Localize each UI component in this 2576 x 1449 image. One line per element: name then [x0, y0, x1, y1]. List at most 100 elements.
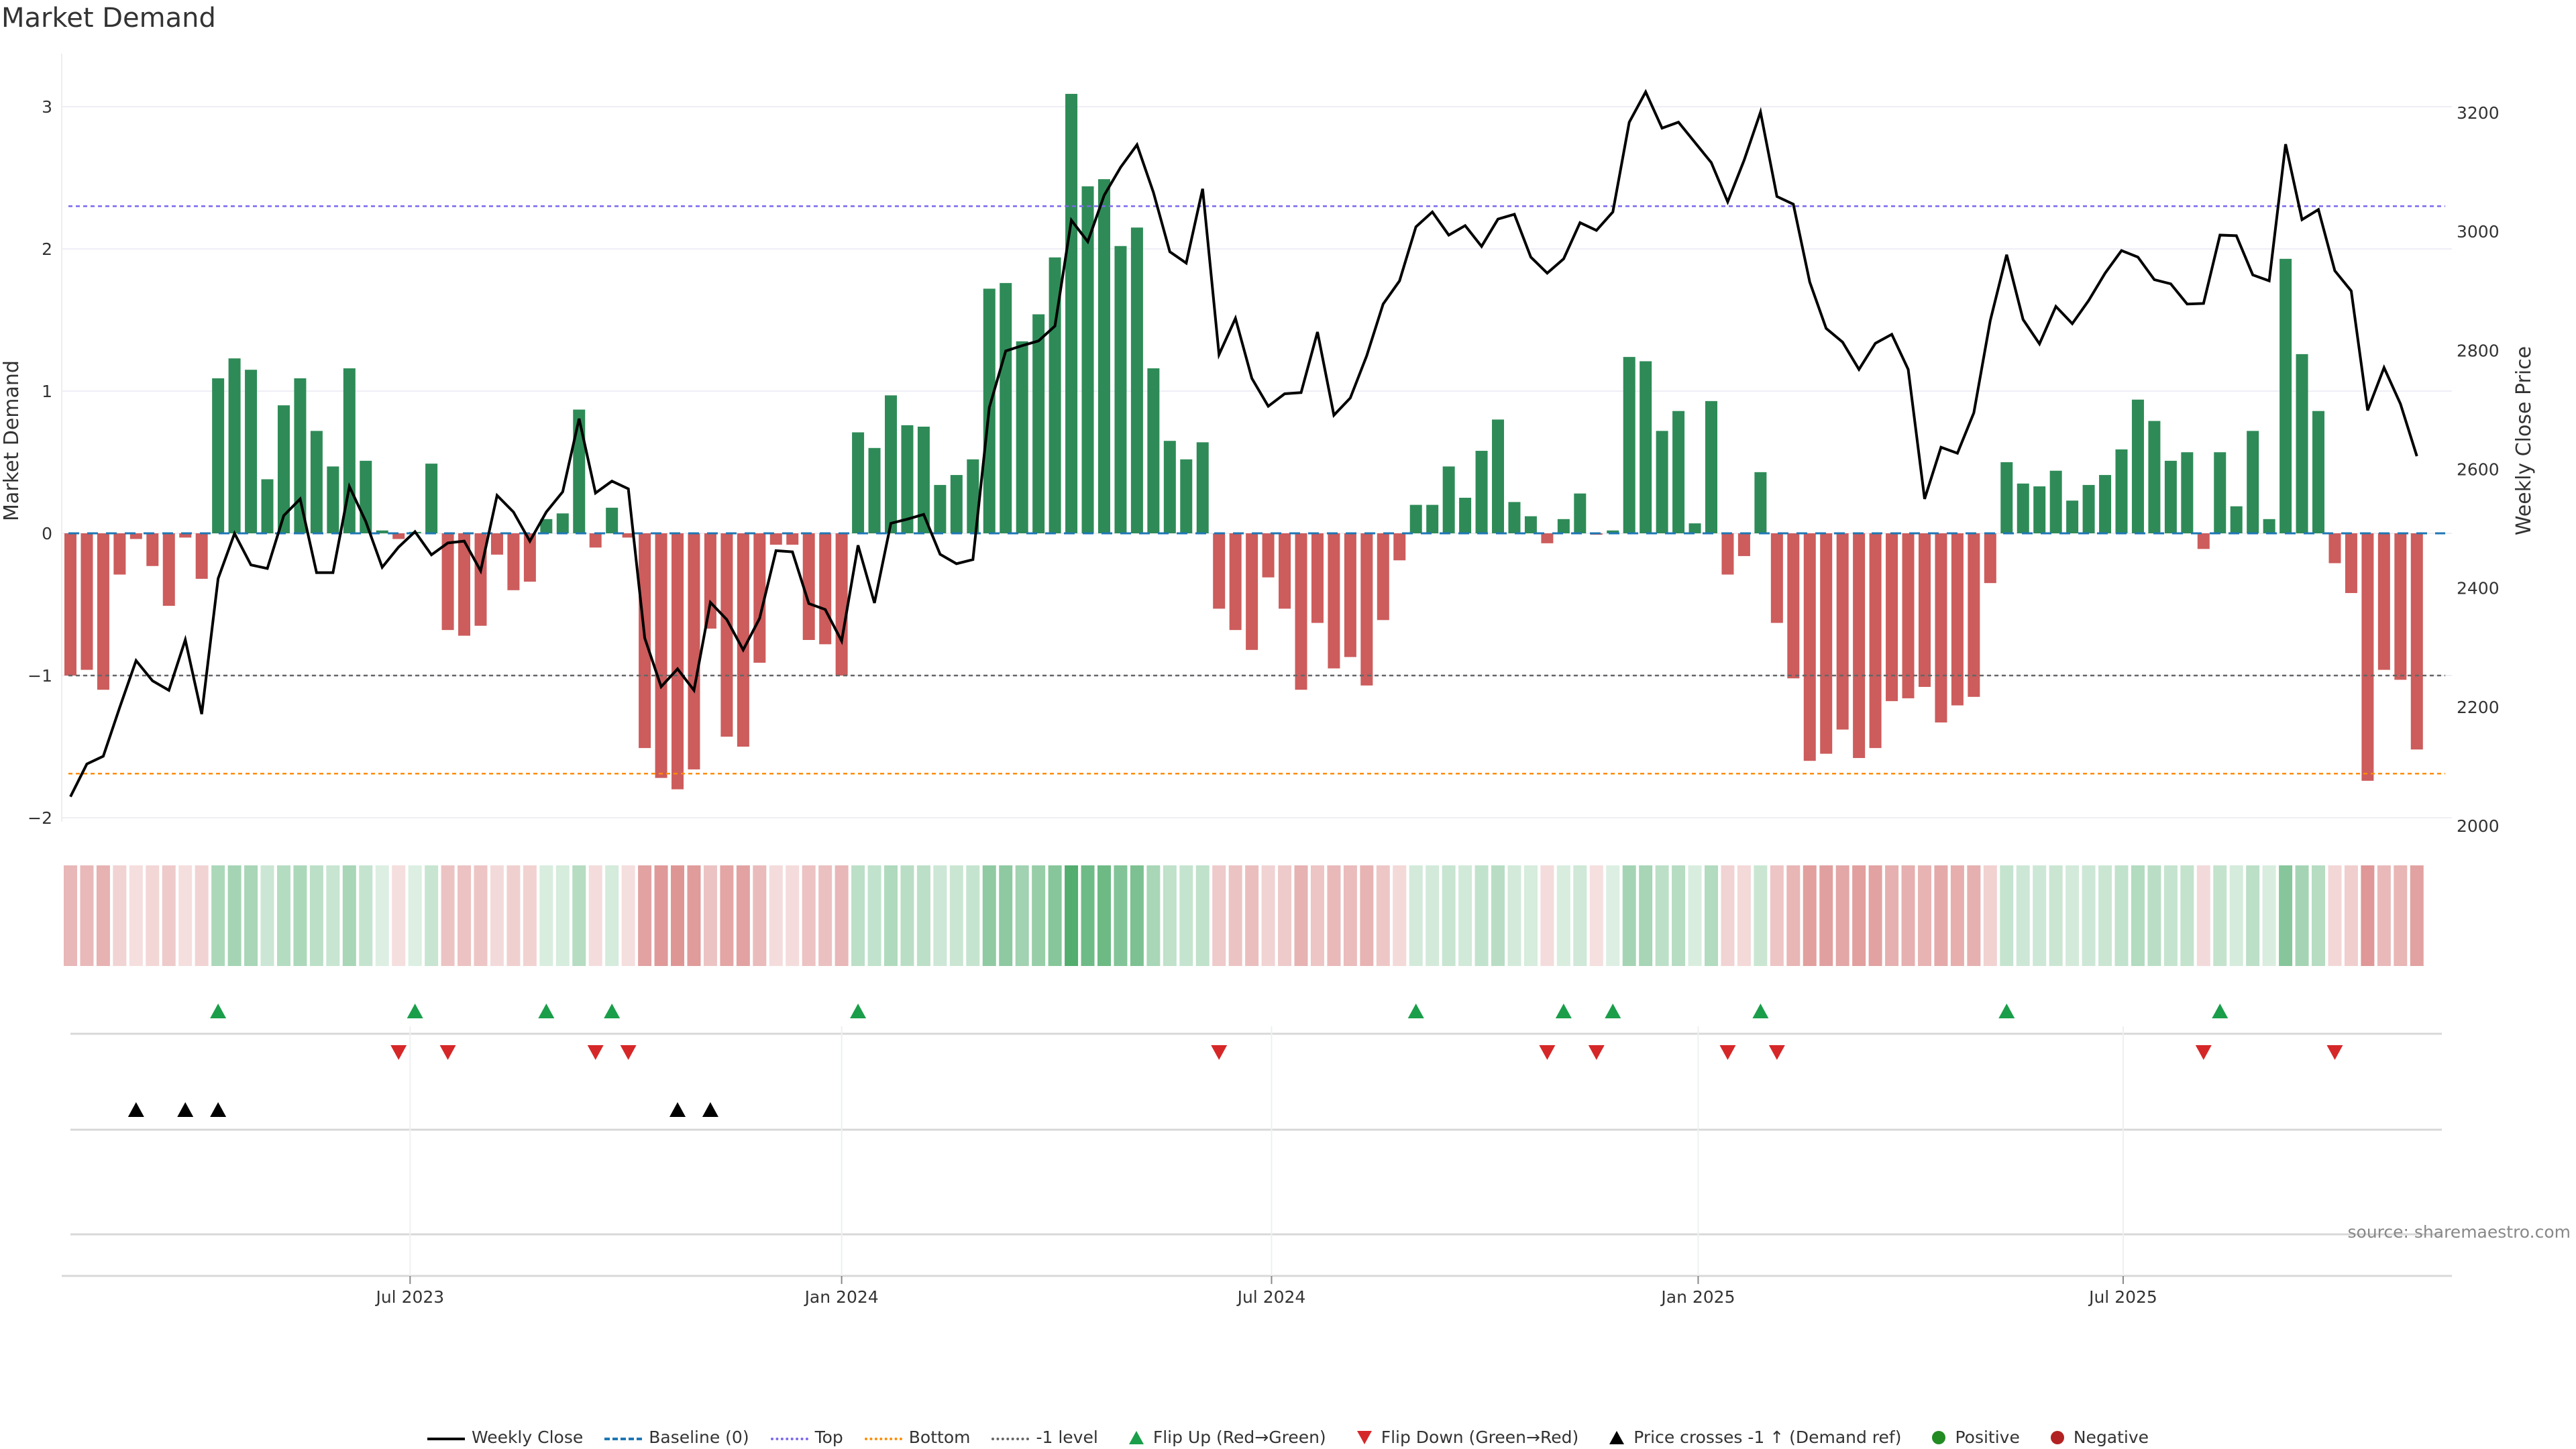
x-tick-label: Jan 2025 [1660, 1287, 1735, 1307]
heat-cell [2394, 865, 2408, 966]
demand-bar [2361, 533, 2374, 781]
demand-bar [1869, 533, 1882, 749]
heat-cell [2147, 865, 2161, 966]
heat-cell [1228, 865, 1242, 966]
legend-item[interactable]: Bottom [864, 1428, 970, 1447]
price-cross-marker [702, 1102, 718, 1117]
demand-bar [2049, 470, 2062, 533]
demand-bar [458, 533, 471, 636]
legend-item[interactable]: Weekly Close [427, 1428, 583, 1447]
dot-icon [1932, 1430, 1946, 1444]
demand-bar [2345, 533, 2357, 594]
heat-cell [1573, 865, 1587, 966]
demand-bar [704, 533, 716, 629]
flip-down-marker [1588, 1045, 1605, 1060]
demand-bar [1097, 179, 1110, 533]
flip-down-marker [1768, 1045, 1785, 1060]
heat-cell [900, 865, 914, 966]
demand-bar [2017, 483, 2029, 533]
heat-cell [2295, 865, 2309, 966]
heat-cell [2328, 865, 2342, 966]
demand-bar [1737, 533, 1750, 556]
heat-cell [1343, 865, 1357, 966]
heat-cell [1065, 865, 1079, 966]
demand-bar [655, 533, 667, 778]
chart-title: Market Demand [1, 3, 216, 34]
demand-bar [376, 530, 388, 533]
legend-label: Baseline (0) [649, 1428, 749, 1447]
demand-bar [261, 479, 274, 533]
heat-cell [2180, 865, 2194, 966]
weekly-close-line [69, 89, 2418, 798]
demand-bar [2410, 533, 2423, 750]
heat-cell [129, 865, 143, 966]
y-axis-title: Market Demand [0, 360, 23, 521]
heat-cell [425, 865, 439, 966]
heat-cell [638, 865, 652, 966]
flip-up-marker [1752, 1004, 1769, 1018]
legend: Weekly Close Baseline (0) Top Bottom -1 leve… [0, 1428, 2576, 1447]
heat-cell [1868, 865, 1882, 966]
demand-bar [1492, 419, 1505, 533]
flip-up-marker [604, 1004, 621, 1018]
heat-cell [2410, 865, 2424, 966]
heat-cell [753, 865, 767, 966]
heat-cell [1803, 865, 1817, 966]
legend-item[interactable]: -1 level [991, 1428, 1098, 1447]
heat-cell [1146, 865, 1161, 966]
heat-cell [1474, 865, 1489, 966]
legend-label: Negative [2073, 1428, 2149, 1447]
y2-tick-label: 2000 [2457, 816, 2500, 836]
heat-cell [1015, 865, 1029, 966]
heat-cell [2377, 865, 2391, 966]
heat-cell [1426, 865, 1440, 966]
demand-bar [1393, 533, 1406, 561]
heat-cell [441, 865, 455, 966]
heat-cell [1835, 865, 1849, 966]
demand-bar [327, 466, 339, 533]
demand-bar [589, 533, 602, 548]
demand-bar [195, 533, 208, 579]
legend-item[interactable]: Baseline (0) [604, 1428, 749, 1447]
heat-cell [342, 865, 356, 966]
flip-up-marker [1998, 1004, 2015, 1018]
legend-item[interactable]: Top [770, 1428, 843, 1447]
heat-cell [884, 865, 898, 966]
legend-item[interactable]: Negative [2041, 1428, 2149, 1447]
demand-bar [1328, 533, 1340, 669]
heat-cell [736, 865, 750, 966]
demand-bar [720, 533, 733, 737]
demand-bar [1984, 533, 1996, 584]
heat-cell [835, 865, 849, 966]
heat-cell [1409, 865, 1423, 966]
heat-cell [2213, 865, 2227, 966]
legend-item[interactable]: Positive [1923, 1428, 2020, 1447]
legend-item[interactable]: Flip Up (Red→Green) [1120, 1428, 1326, 1447]
heat-cell [1901, 865, 1915, 966]
heat-cell [1114, 865, 1128, 966]
heat-cell [1540, 865, 1554, 966]
price-cross-marker [127, 1102, 144, 1117]
demand-bar [1262, 533, 1275, 578]
y-tick-label: 3 [42, 97, 52, 117]
demand-bar [1081, 186, 1094, 534]
triangle-up-icon [1128, 1430, 1144, 1444]
heat-cell [64, 865, 77, 966]
heat-cell [999, 865, 1013, 966]
legend-item[interactable]: Price crosses -1 ↑ (Demand ref) [1600, 1428, 1901, 1447]
demand-bar [1935, 533, 1947, 722]
heat-cell [867, 865, 881, 966]
legend-item[interactable]: Flip Down (Green→Red) [1348, 1428, 1578, 1447]
demand-bar [1721, 533, 1734, 575]
demand-bar [901, 425, 914, 533]
solid-line-icon [427, 1437, 465, 1440]
heat-cell [1195, 865, 1210, 966]
demand-bar [2082, 484, 2095, 533]
heat-cell [2196, 865, 2210, 966]
flip-down-marker [439, 1045, 456, 1060]
heat-cell [1885, 865, 1899, 966]
heat-cell [966, 865, 980, 966]
demand-bar [1229, 533, 1242, 631]
legend-label: Price crosses -1 ↑ (Demand ref) [1633, 1428, 1902, 1447]
